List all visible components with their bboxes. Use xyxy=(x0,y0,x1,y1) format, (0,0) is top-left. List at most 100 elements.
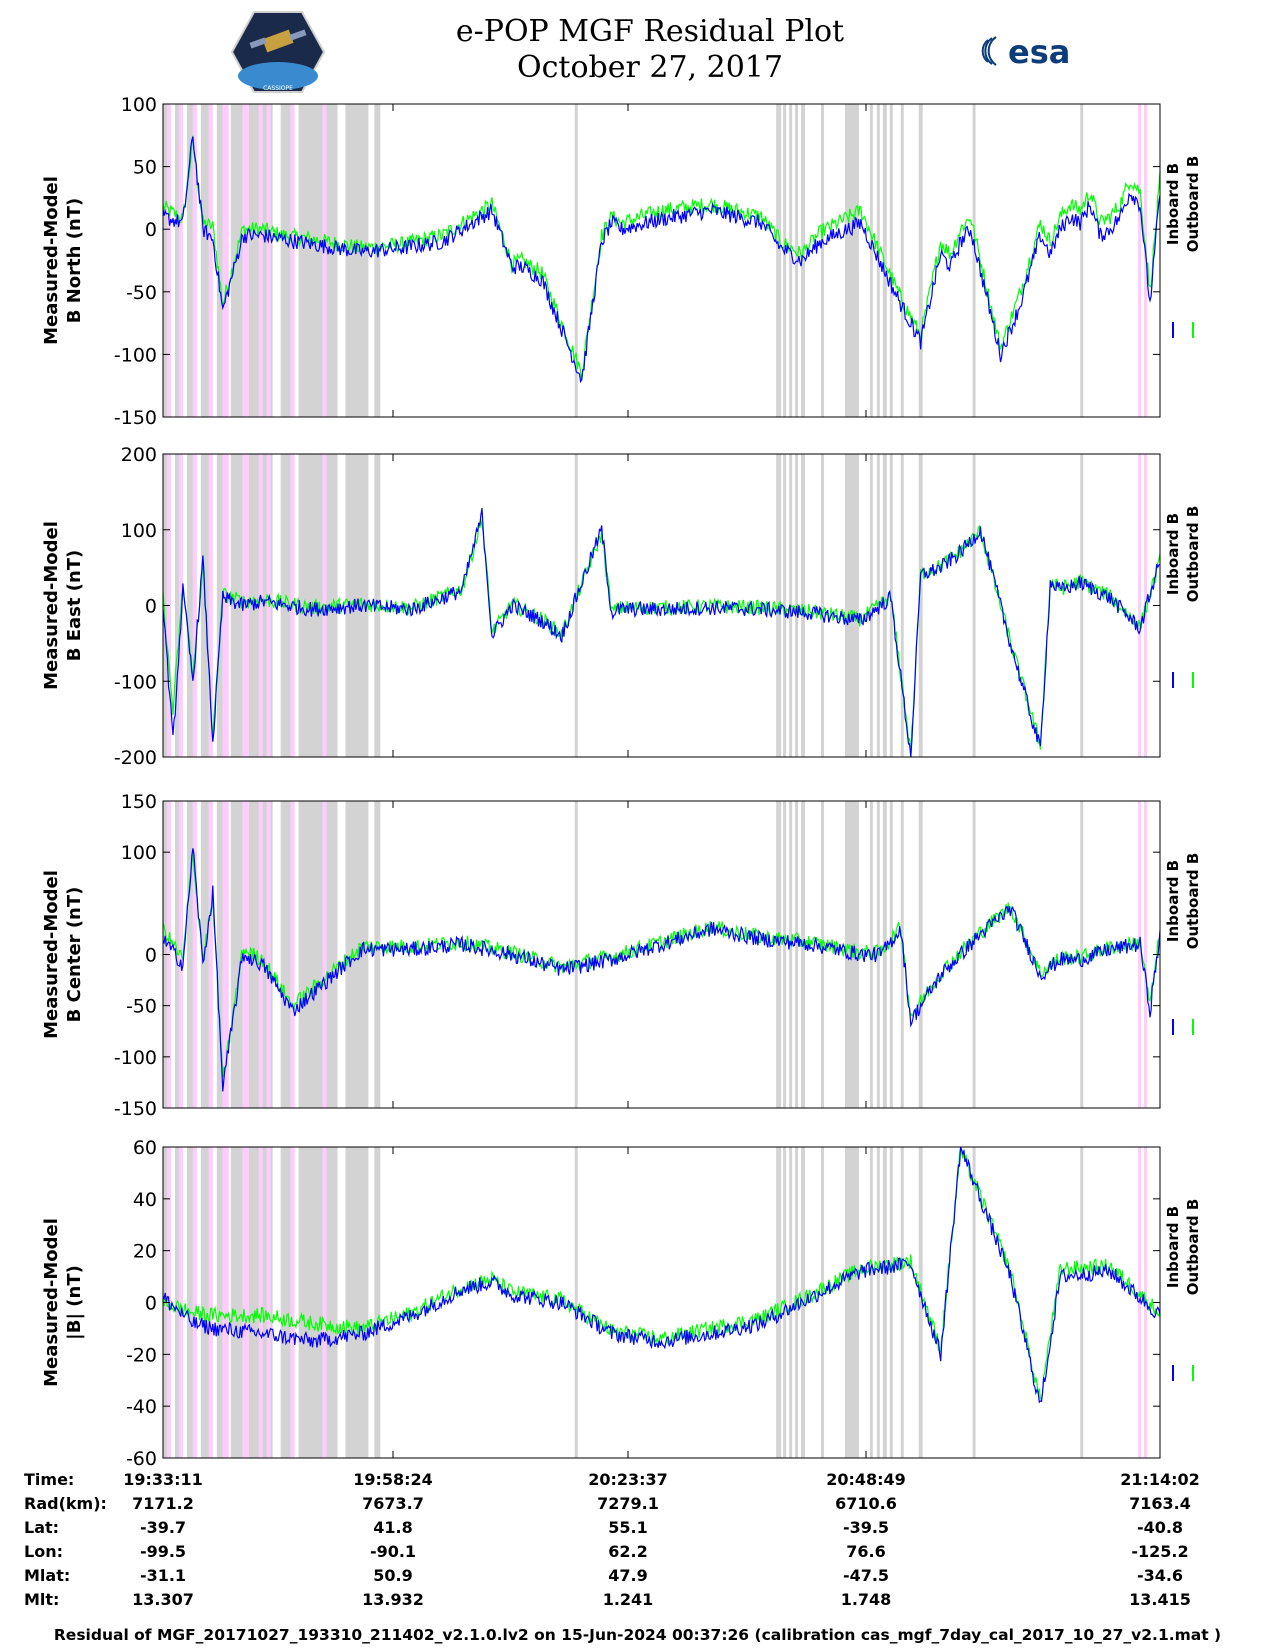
title-line-2: October 27, 2017 xyxy=(517,50,783,85)
panel-1-ytick-label--100: -100 xyxy=(114,344,157,366)
panel-4-gap-band-20 xyxy=(844,1147,859,1458)
panel-4-gap-band-23 xyxy=(882,1147,887,1458)
panel-3-ytick-label--100: -100 xyxy=(114,1047,157,1069)
panel-2-gap-band-25 xyxy=(900,454,904,757)
panel-2-gap-band-20 xyxy=(844,454,859,757)
panel-4-ylabel-line-2: |B| (nT) xyxy=(64,1265,85,1340)
info-cell-3-1: 20:23:37 xyxy=(588,1470,668,1489)
panel-1-eclipse-band-11 xyxy=(1138,104,1142,417)
panel-3-eclipse-band-5 xyxy=(222,801,229,1108)
panel-2-gap-band-15 xyxy=(783,454,787,757)
panel-1-gap-band-27 xyxy=(972,104,976,417)
panel-1-eclipse-band-7 xyxy=(258,104,263,417)
panel-1-ylabel-line-1: Measured-Model xyxy=(41,176,62,345)
panel-4-gap-band-27 xyxy=(972,1147,976,1458)
panel-4-gap-band-10 xyxy=(345,1147,369,1458)
panel-2-legend-inboard-label: Inboard B xyxy=(1164,513,1182,595)
panel-2-ytick-label--200: -200 xyxy=(114,747,157,769)
info-cell-4-5: -47.5 xyxy=(843,1566,889,1585)
panel-3-eclipse-band-4 xyxy=(208,801,213,1108)
panel-2-gap-band-5 xyxy=(216,454,223,757)
panel-1-gap-band-26 xyxy=(918,104,923,417)
panel-4-ytick-label--20: -20 xyxy=(126,1344,157,1366)
panel-2-ytick-label-0: 0 xyxy=(145,596,157,618)
panel-4-gap-band-21 xyxy=(869,1147,873,1458)
info-cell-4-4: 76.6 xyxy=(846,1542,885,1561)
panel-4-ytick-label-40: 40 xyxy=(133,1189,157,1211)
panel-1-frame xyxy=(162,103,1161,418)
panel-3-ylabel-line-2: B Center (nT) xyxy=(64,887,85,1023)
info-cell-5-3: -40.8 xyxy=(1137,1518,1183,1537)
panel-3-ylabel-line-1: Measured-Model xyxy=(41,870,62,1039)
panel-1-gap-band-4 xyxy=(200,104,209,417)
panel-2-ytick-label-100: 100 xyxy=(121,520,157,542)
panel-4-gap-band-26 xyxy=(918,1147,923,1458)
panel-2-eclipse-band-7 xyxy=(258,454,263,757)
panel-3-gap-band-8 xyxy=(280,801,291,1108)
panel-1-eclipse-band-8 xyxy=(266,104,271,417)
panel-1-gap-band-3 xyxy=(186,104,193,417)
panel-2-inboard-trace xyxy=(162,508,1161,758)
panel-4-eclipse-band-7 xyxy=(258,1147,263,1458)
panel-3-gap-band-5 xyxy=(216,801,223,1108)
panel-3-gap-band-6 xyxy=(230,801,243,1108)
panel-2-eclipse-band-3 xyxy=(192,454,197,757)
panel-4-ytick-label-20: 20 xyxy=(133,1241,157,1263)
info-cell-3-3: 55.1 xyxy=(608,1518,647,1537)
panel-4-gap-band-24 xyxy=(889,1147,893,1458)
panel-4-eclipse-band-10 xyxy=(322,1147,327,1458)
info-row-label-2: Rad(km): xyxy=(24,1494,107,1513)
panel-1-gap-band-15 xyxy=(783,104,787,417)
info-cell-4-2: 6710.6 xyxy=(835,1494,897,1513)
info-cell-5-5: -34.6 xyxy=(1137,1566,1183,1585)
panel-4-ylabel-line-1: Measured-Model xyxy=(41,1218,62,1387)
panel-4-gap-band-25 xyxy=(900,1147,904,1458)
panel-1-ytick-label--150: -150 xyxy=(114,407,157,429)
panel-3-legend-outboard-label: Outboard B xyxy=(1184,853,1202,950)
panel-1-gap-band-13 xyxy=(776,104,779,417)
info-cell-5-1: 21:14:02 xyxy=(1120,1470,1200,1489)
panel-1-ytick-label-0: 0 xyxy=(145,219,157,241)
panel-4-gap-band-3 xyxy=(186,1147,193,1458)
panel-3-gap-band-9 xyxy=(298,801,338,1108)
panel-4-eclipse-band-6 xyxy=(242,1147,249,1458)
panel-3-inboard-trace xyxy=(162,848,1161,1092)
info-cell-4-3: -39.5 xyxy=(843,1518,889,1537)
panel-2-gap-band-12 xyxy=(574,454,578,757)
panel-1-gap-band-1 xyxy=(163,104,169,417)
panel-1-gap-band-9 xyxy=(298,104,338,417)
info-row-label-1: Time: xyxy=(24,1470,74,1489)
panel-3-gap-band-13 xyxy=(776,801,779,1108)
panel-2-ylabel-line-1: Measured-Model xyxy=(41,521,62,690)
panel-4-ytick-label-60: 60 xyxy=(133,1137,157,1159)
panel-1-gap-band-2 xyxy=(174,104,179,417)
panel-4-ytick-label--60: -60 xyxy=(126,1448,157,1470)
esa-logo: esa xyxy=(981,33,1070,71)
info-cell-2-4: -90.1 xyxy=(370,1542,416,1561)
panel-4-gap-band-28 xyxy=(1080,1147,1084,1458)
panel-3-gap-band-23 xyxy=(882,801,887,1108)
panel-2-legend-outboard-label: Outboard B xyxy=(1184,506,1202,603)
panel-1-gap-band-11 xyxy=(374,104,381,417)
panel-3-gap-band-12 xyxy=(574,801,578,1108)
panel-1-eclipse-band-10 xyxy=(322,104,327,417)
panel-4-ytick-label--40: -40 xyxy=(126,1396,157,1418)
info-row-label-5: Mlat: xyxy=(24,1566,70,1585)
panel-4-eclipse-band-9 xyxy=(290,1147,295,1458)
panel-4-gap-band-11 xyxy=(374,1147,381,1458)
info-cell-4-1: 20:48:49 xyxy=(826,1470,906,1489)
panel-3-legend-inboard-label: Inboard B xyxy=(1164,860,1182,942)
panel-2-eclipse-band-5 xyxy=(222,454,229,757)
info-cell-3-5: 47.9 xyxy=(608,1566,647,1585)
panel-3-gap-band-17 xyxy=(795,801,799,1108)
panel-2-eclipse-band-4 xyxy=(208,454,213,757)
info-cell-2-3: 41.8 xyxy=(373,1518,412,1537)
panel-1-eclipse-band-1 xyxy=(166,104,171,417)
info-cell-5-6: 13.415 xyxy=(1129,1590,1191,1609)
panel-4-eclipse-band-11 xyxy=(1138,1147,1142,1458)
panel-2-gap-band-17 xyxy=(795,454,799,757)
info-cell-2-2: 7673.7 xyxy=(362,1494,424,1513)
esa-logo-text: esa xyxy=(1008,33,1070,71)
info-cell-2-6: 13.932 xyxy=(362,1590,424,1609)
